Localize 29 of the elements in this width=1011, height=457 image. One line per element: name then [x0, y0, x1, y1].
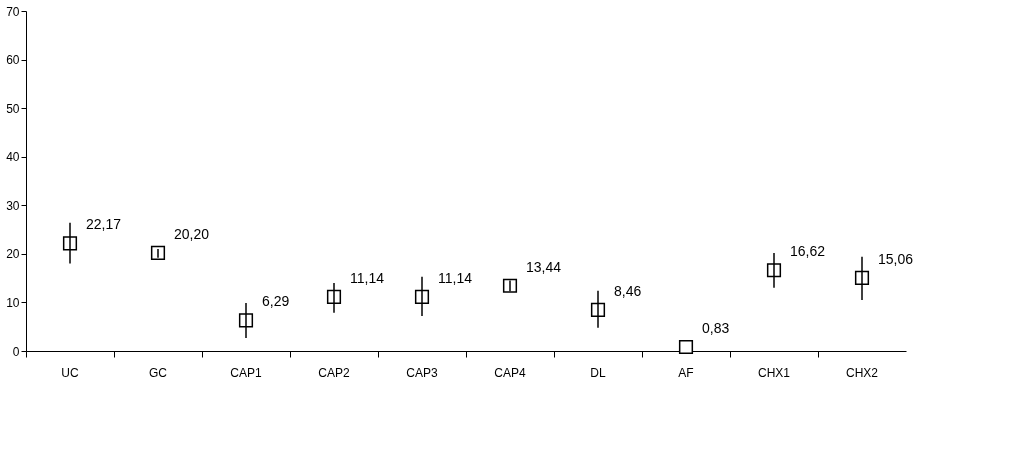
- x-tick-label: CHX2: [845, 365, 879, 380]
- y-tick-label: 0: [12, 344, 20, 359]
- x-tick-label: GC: [149, 365, 168, 380]
- data-label: 16,62: [790, 243, 826, 260]
- data-label: 11,14: [438, 269, 473, 286]
- x-tick-label: CHX1: [757, 365, 791, 380]
- point: [678, 339, 694, 355]
- x-tick-label: UC: [61, 365, 79, 380]
- data-label: 0,83: [702, 319, 730, 336]
- x-tick-label: CAP1: [230, 365, 262, 380]
- x-tick-label: AF: [678, 365, 694, 380]
- data-label: 20,20: [174, 225, 210, 242]
- y-tick-label: 10: [6, 295, 20, 310]
- y-tick-label: 40: [6, 150, 20, 165]
- x-tick-label: DL: [590, 365, 606, 380]
- data-label: 8,46: [614, 282, 642, 299]
- x-tick-label: CAP2: [318, 365, 350, 380]
- data-label: 13,44: [526, 258, 562, 275]
- y-tick-label: 50: [6, 101, 20, 116]
- y-tick-label: 60: [6, 53, 20, 68]
- x-tick-label: CAP4: [494, 365, 526, 380]
- y-tick-label: 30: [6, 198, 20, 213]
- y-tick-label: 20: [6, 247, 20, 262]
- x-tick-label: CAP3: [406, 365, 438, 380]
- y-tick-label: 70: [6, 4, 20, 19]
- data-label: 22,17: [86, 216, 122, 233]
- data-label: 6,29: [262, 293, 290, 310]
- data-label: 15,06: [878, 250, 914, 267]
- data-label: 11,14: [350, 269, 385, 286]
